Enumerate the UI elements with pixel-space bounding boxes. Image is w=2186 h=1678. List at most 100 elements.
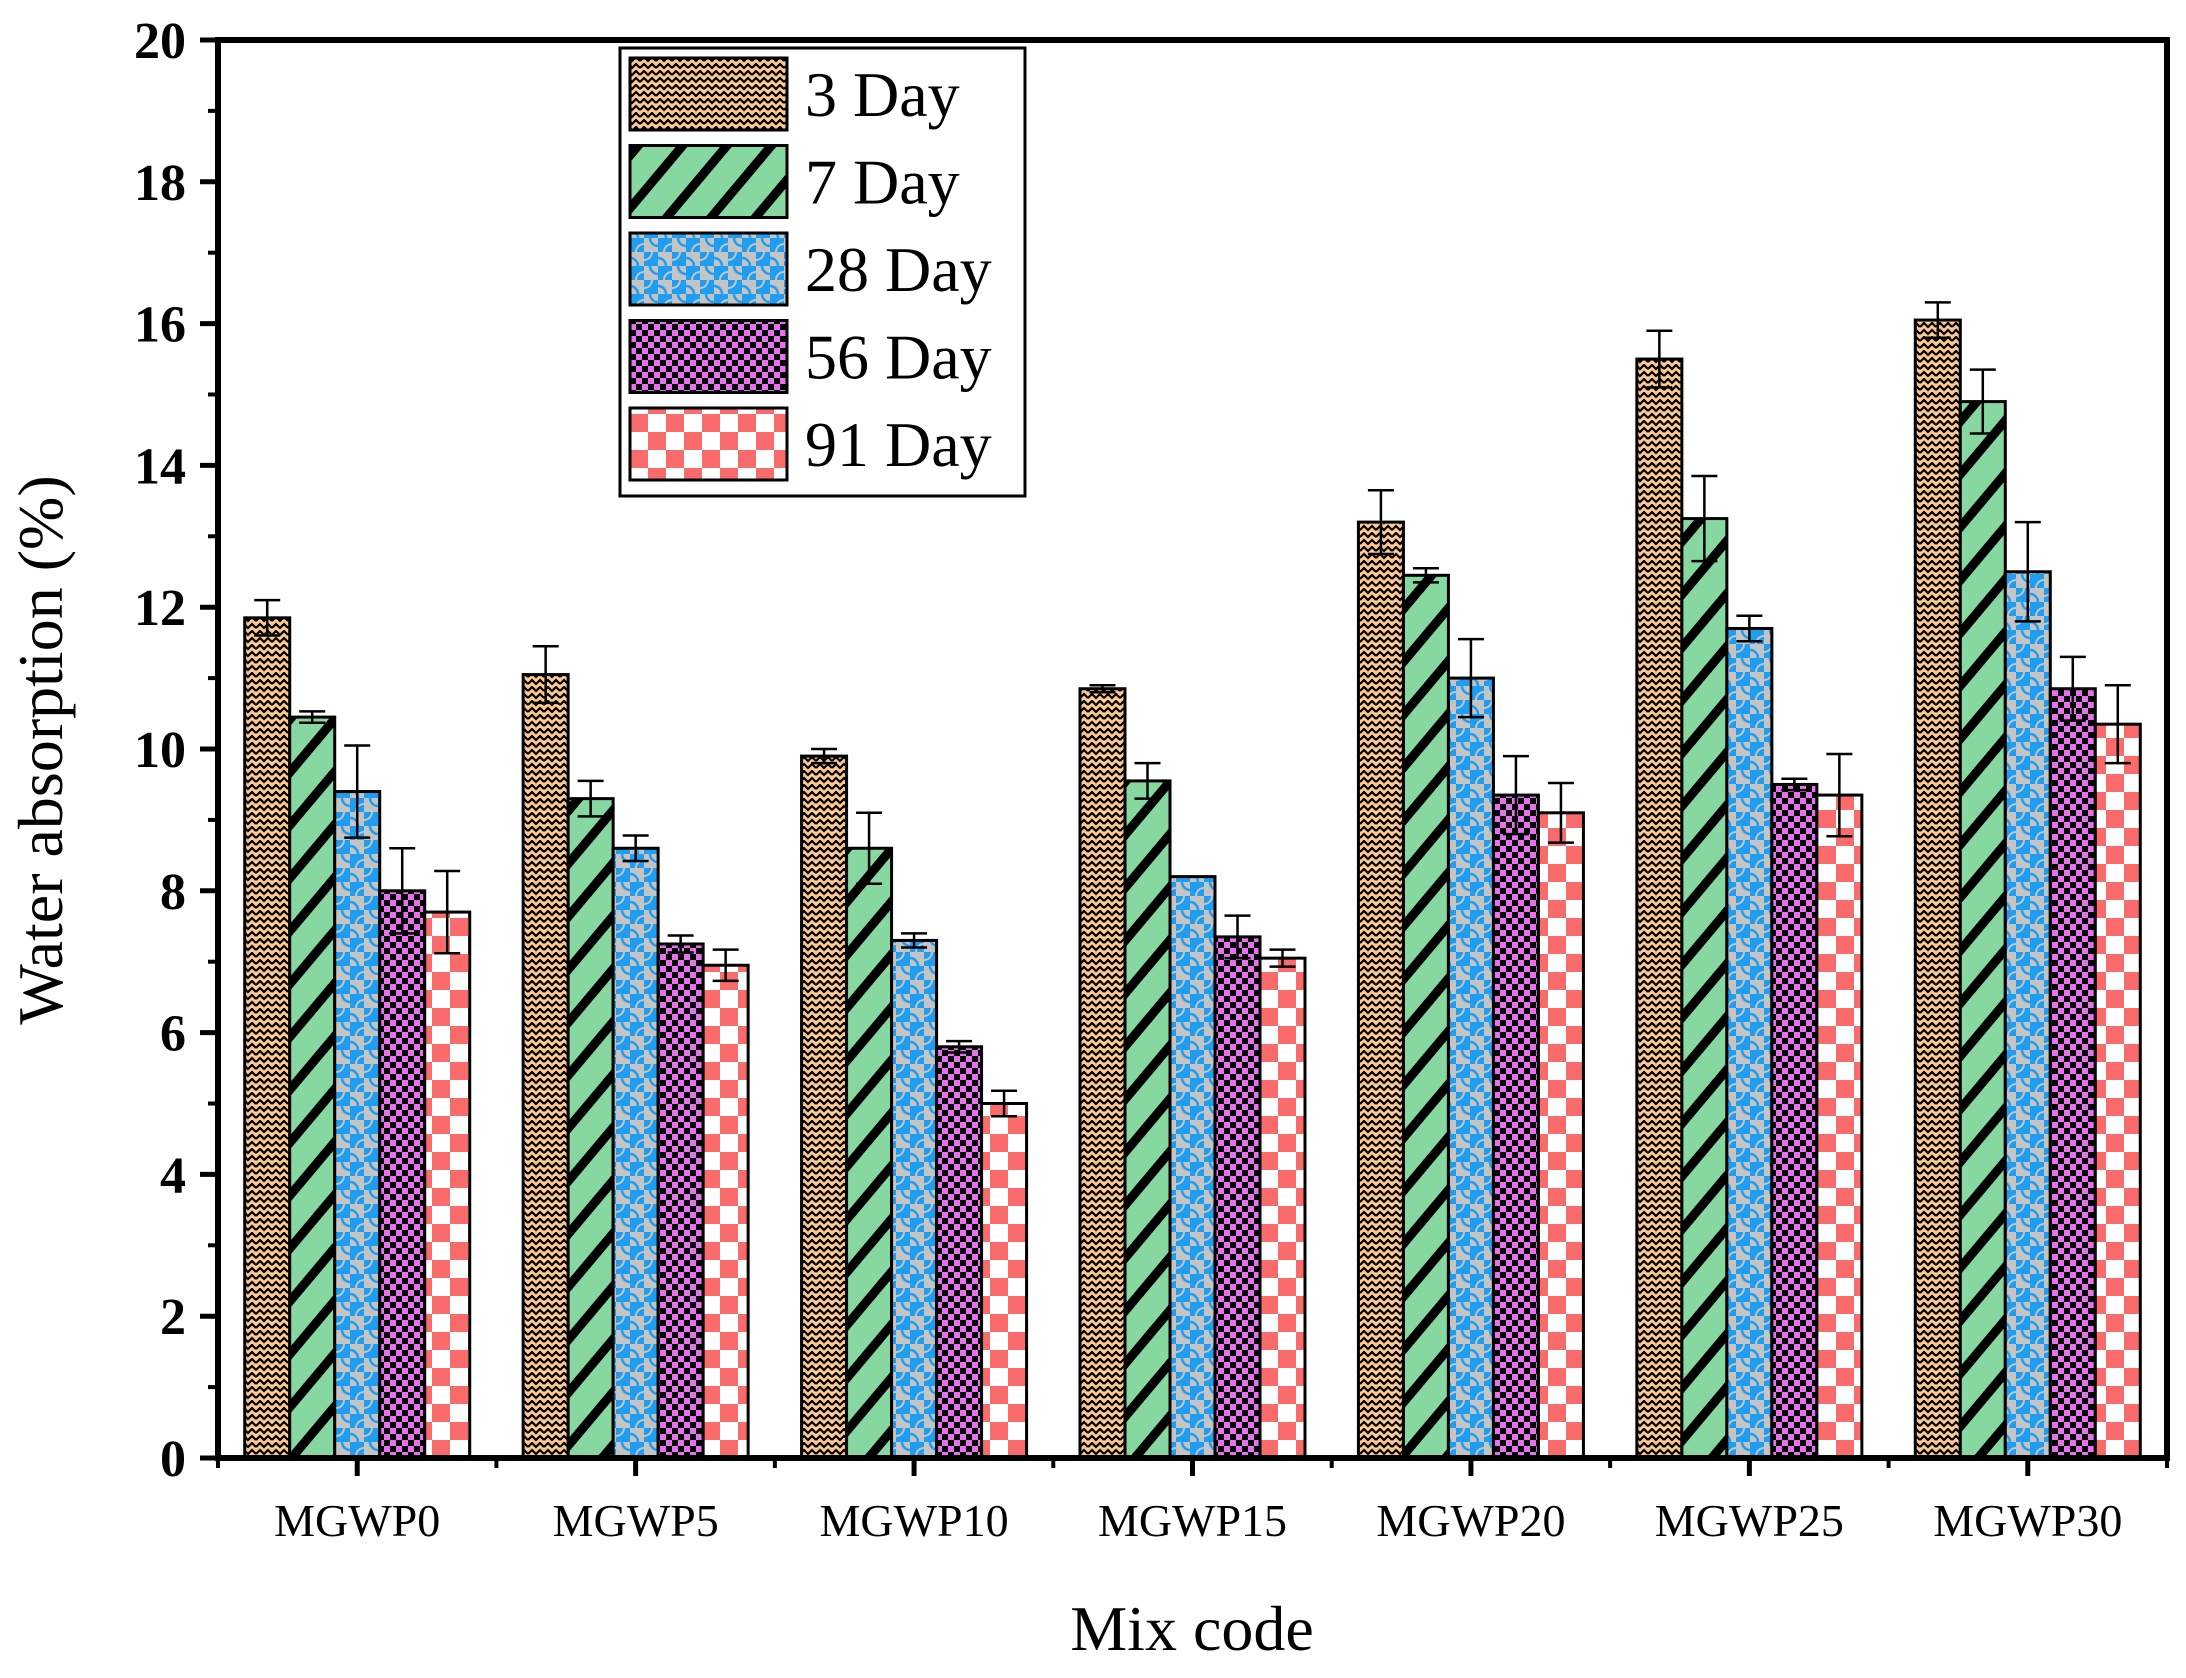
bar-mgwp30-91-day (2093, 722, 2142, 1460)
error-bar (712, 948, 739, 983)
error-bar (299, 710, 326, 725)
bar-mgwp30-7-day (1958, 400, 2007, 1460)
legend-swatch (628, 144, 789, 219)
x-tick-label: MGWP10 (820, 1495, 1009, 1546)
bar-mgwp0-28-day (333, 790, 382, 1460)
x-axis: MGWP0 MGWP5 MGWP10 MGWP15 MGWP20 MGWP25 MGWP30 (216, 1458, 2169, 1546)
bar-mgwp0-56-day (378, 889, 427, 1460)
bar-mgwp25-3-day (1635, 357, 1684, 1460)
bar-mgwp15-91-day (1258, 956, 1307, 1460)
bar-mgwp10-28-day (890, 938, 939, 1460)
error-bar (344, 744, 371, 839)
legend-entry-91-day: 91 Day (628, 406, 992, 482)
y-tick-label: 4 (160, 1147, 186, 1204)
x-tick-label: MGWP30 (1933, 1495, 2122, 1546)
bar-mgwp15-3-day (1078, 687, 1127, 1460)
legend-label: 91 Day (805, 409, 992, 480)
error-bar (946, 1039, 973, 1054)
y-tick-label: 10 (134, 722, 186, 779)
legend-swatch (628, 319, 789, 394)
legend-label: 56 Day (805, 322, 992, 393)
bar-mgwp10-3-day (800, 754, 849, 1460)
bar-mgwp30-28-day (2003, 570, 2052, 1460)
error-bar (1367, 488, 1394, 556)
y-tick-label: 8 (160, 864, 186, 921)
error-bar (811, 747, 838, 765)
error-bars (254, 301, 2131, 1118)
error-bar (622, 834, 649, 863)
bar-mgwp20-28-day (1446, 676, 1495, 1460)
error-bar (1781, 777, 1808, 792)
error-bar (1646, 329, 1673, 389)
bar-mgwp5-91-day (701, 963, 750, 1460)
error-bar (1089, 683, 1116, 694)
x-tick-label: MGWP15 (1098, 1495, 1287, 1546)
legend: 3 Day 7 Day 28 Day 56 Day 91 Day (618, 46, 1027, 498)
bar-mgwp15-7-day (1123, 779, 1172, 1460)
bar-mgwp20-7-day (1401, 573, 1450, 1460)
bar-mgwp15-56-day (1213, 935, 1262, 1460)
bar-mgwp5-56-day (656, 942, 705, 1460)
error-bar (1457, 637, 1484, 719)
legend-entry-7-day: 7 Day (628, 144, 960, 219)
bar-mgwp0-3-day (243, 616, 292, 1460)
x-tick-label: MGWP0 (274, 1495, 440, 1546)
y-tick-label: 0 (160, 1431, 186, 1488)
legend-entry-3-day: 3 Day (628, 56, 960, 132)
error-bar (389, 847, 416, 935)
error-bar (1224, 914, 1251, 960)
y-tick-label: 20 (134, 13, 186, 70)
error-bar (1547, 781, 1574, 844)
y-axis-title: Water absorption (%) (5, 475, 76, 1024)
bar-mgwp10-56-day (935, 1045, 984, 1460)
bar-mgwp20-91-day (1536, 811, 1585, 1460)
bar-mgwp10-7-day (845, 846, 894, 1460)
bar-mgwp15-28-day (1168, 875, 1217, 1460)
bar-mgwp5-28-day (611, 846, 660, 1460)
error-bar (1969, 368, 1996, 435)
bar-mgwp30-3-day (1913, 318, 1962, 1460)
legend-label: 3 Day (805, 59, 960, 130)
error-bar (2014, 520, 2041, 623)
error-bar (2104, 683, 2131, 765)
y-tick-label: 12 (134, 580, 186, 637)
bar-mgwp0-91-day (423, 910, 472, 1460)
legend-label: 7 Day (805, 147, 960, 218)
error-bar (434, 869, 461, 955)
bar-mgwp20-56-day (1491, 793, 1540, 1460)
error-bar (1826, 752, 1853, 838)
legend-swatch (628, 56, 789, 132)
bar-mgwp25-56-day (1770, 782, 1819, 1460)
bar-mgwp5-3-day (521, 673, 570, 1460)
error-bar (2059, 655, 2086, 722)
y-tick-label: 16 (134, 297, 186, 354)
plot-bars (243, 318, 2142, 1460)
bar-mgwp5-7-day (566, 797, 615, 1460)
error-bar (1924, 301, 1951, 340)
x-tick-label: MGWP25 (1655, 1495, 1844, 1546)
error-bar (1736, 614, 1763, 643)
error-bar (1502, 754, 1529, 836)
error-bar (254, 598, 281, 637)
x-tick-label: MGWP5 (553, 1495, 719, 1546)
error-bar (856, 811, 883, 885)
legend-label: 28 Day (805, 234, 992, 305)
bar-mgwp30-56-day (2048, 687, 2097, 1460)
error-bar (901, 932, 928, 949)
bar-mgwp25-91-day (1815, 793, 1864, 1460)
legend-swatch (628, 406, 789, 482)
y-tick-label: 6 (160, 1006, 186, 1063)
bar-mgwp25-28-day (1725, 626, 1774, 1460)
error-bar (532, 644, 559, 705)
legend-entry-28-day: 28 Day (628, 231, 992, 307)
error-bar (1691, 474, 1718, 563)
error-bar (577, 779, 604, 818)
error-bar (667, 934, 694, 954)
x-axis-title: Mix code (1070, 1593, 1314, 1664)
error-bar (1412, 566, 1439, 584)
legend-entry-56-day: 56 Day (628, 319, 992, 394)
y-tick-label: 14 (134, 438, 186, 495)
y-tick-label: 2 (160, 1289, 186, 1346)
